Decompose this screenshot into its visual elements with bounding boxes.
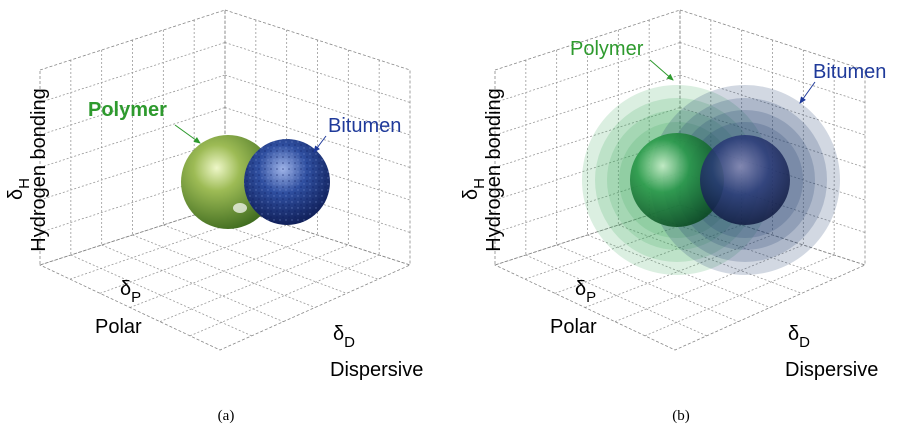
axis-name: Hydrogen bonding — [483, 88, 505, 251]
axis-symbol: δP — [575, 278, 596, 306]
symbol: δ — [333, 323, 344, 345]
symbol: δ — [575, 278, 586, 300]
subscript: D — [344, 334, 355, 351]
arrow — [314, 136, 326, 152]
arrow — [800, 82, 815, 103]
axis-name: Polar — [95, 316, 142, 338]
axis-name: Hydrogen bonding — [28, 88, 50, 251]
axis-symbol: δP — [120, 278, 141, 306]
axis-name: Polar — [550, 316, 597, 338]
bitumen-label: Bitumen — [328, 115, 401, 137]
figure: PolymerBitumenδHHydrogen bondingδPPolarδ… — [0, 0, 904, 429]
grid-line — [160, 245, 348, 322]
subscript: P — [131, 289, 141, 306]
bitumen-label: Bitumen — [813, 61, 886, 83]
arrow — [175, 125, 200, 143]
grid-line — [190, 255, 379, 336]
subscript: D — [799, 334, 810, 351]
axis-symbol: δD — [788, 323, 810, 351]
bitumen-texture — [244, 139, 330, 225]
polymer-label: Polymer — [88, 99, 167, 121]
symbol: δ — [788, 323, 799, 345]
subscript: P — [586, 289, 596, 306]
symbol: δ — [120, 278, 131, 300]
symbol: δ — [460, 189, 482, 200]
bitumen-sphere — [700, 135, 790, 225]
axis-name: Dispersive — [785, 359, 878, 381]
highlight — [233, 203, 247, 213]
axis-symbol: δD — [333, 323, 355, 351]
panel-caption: (a) — [218, 408, 235, 424]
axis-name: Dispersive — [330, 359, 423, 381]
polymer-label: Polymer — [570, 38, 644, 60]
panel-caption: (b) — [672, 408, 690, 424]
symbol: δ — [5, 189, 27, 200]
arrow — [650, 60, 673, 80]
